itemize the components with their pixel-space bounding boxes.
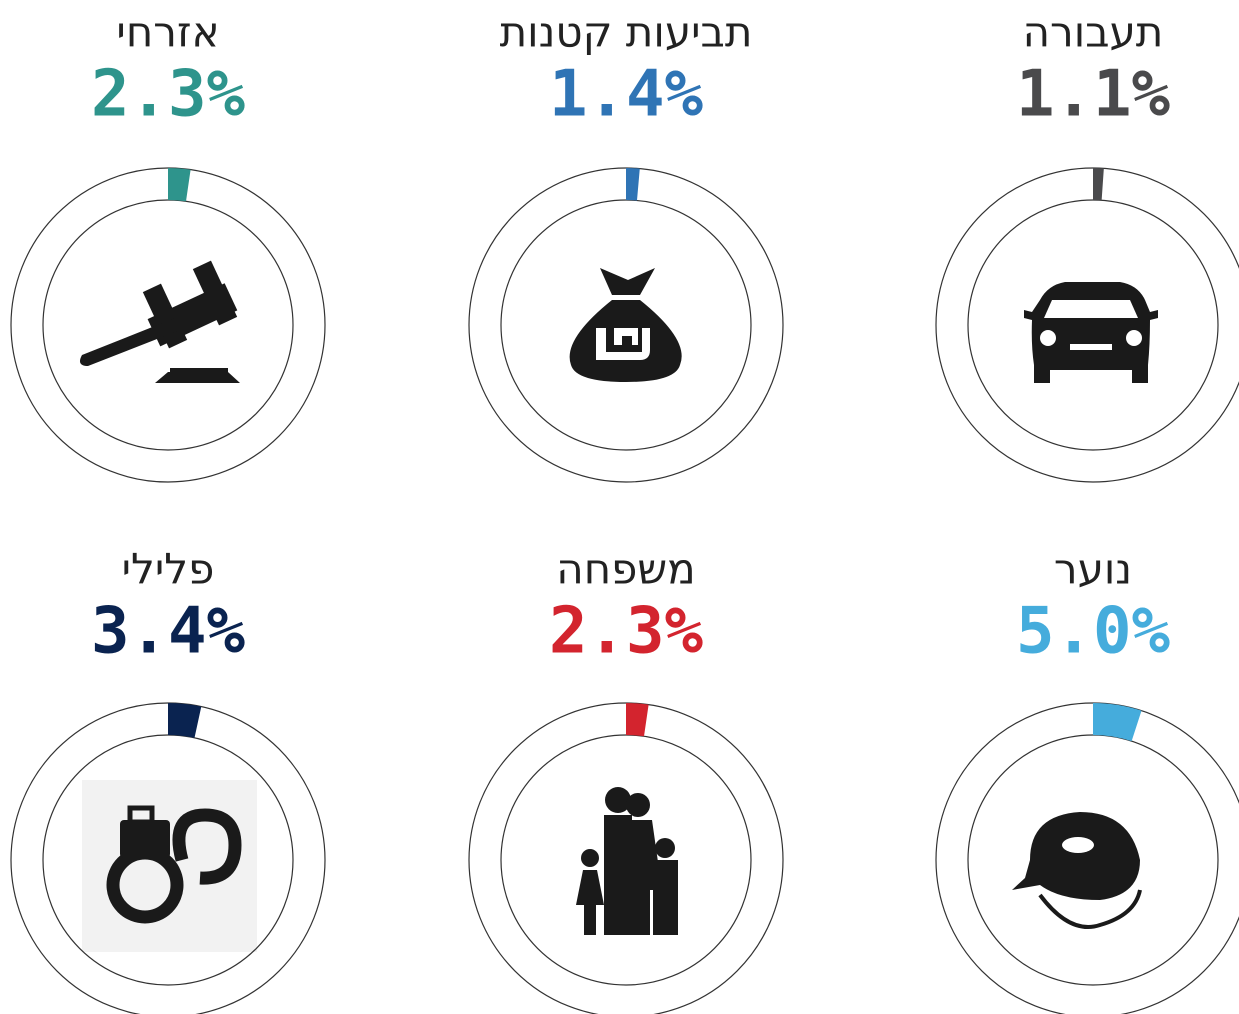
donut-segment [1093, 168, 1104, 201]
donut-segment [168, 703, 202, 738]
donut-segment [1093, 703, 1142, 742]
handcuffs-icon [82, 780, 257, 952]
car-icon [1024, 282, 1158, 383]
chart-title: תעבורה [1023, 8, 1164, 57]
chart-title: תביעות קטנות [500, 8, 753, 57]
donut-segment [168, 168, 191, 202]
chart-title: משפחה [556, 545, 695, 594]
family-icon [576, 787, 678, 935]
donut-segment [626, 168, 640, 201]
value-label: 1.4% [549, 58, 704, 132]
chart-title: פלילי [122, 545, 215, 594]
chart-title: נוער [1054, 545, 1132, 594]
value-label: 2.3% [91, 58, 246, 132]
cap-icon [1012, 812, 1142, 929]
value-label: 2.3% [549, 595, 704, 669]
value-label: 1.1% [1016, 58, 1171, 132]
value-label: 5.0% [1016, 595, 1171, 669]
gavel-icon [80, 260, 240, 383]
value-label: 3.4% [91, 595, 246, 669]
chart-title: אזרחי [116, 8, 219, 57]
donut-segment [626, 703, 649, 737]
money-bag-icon [569, 268, 682, 382]
